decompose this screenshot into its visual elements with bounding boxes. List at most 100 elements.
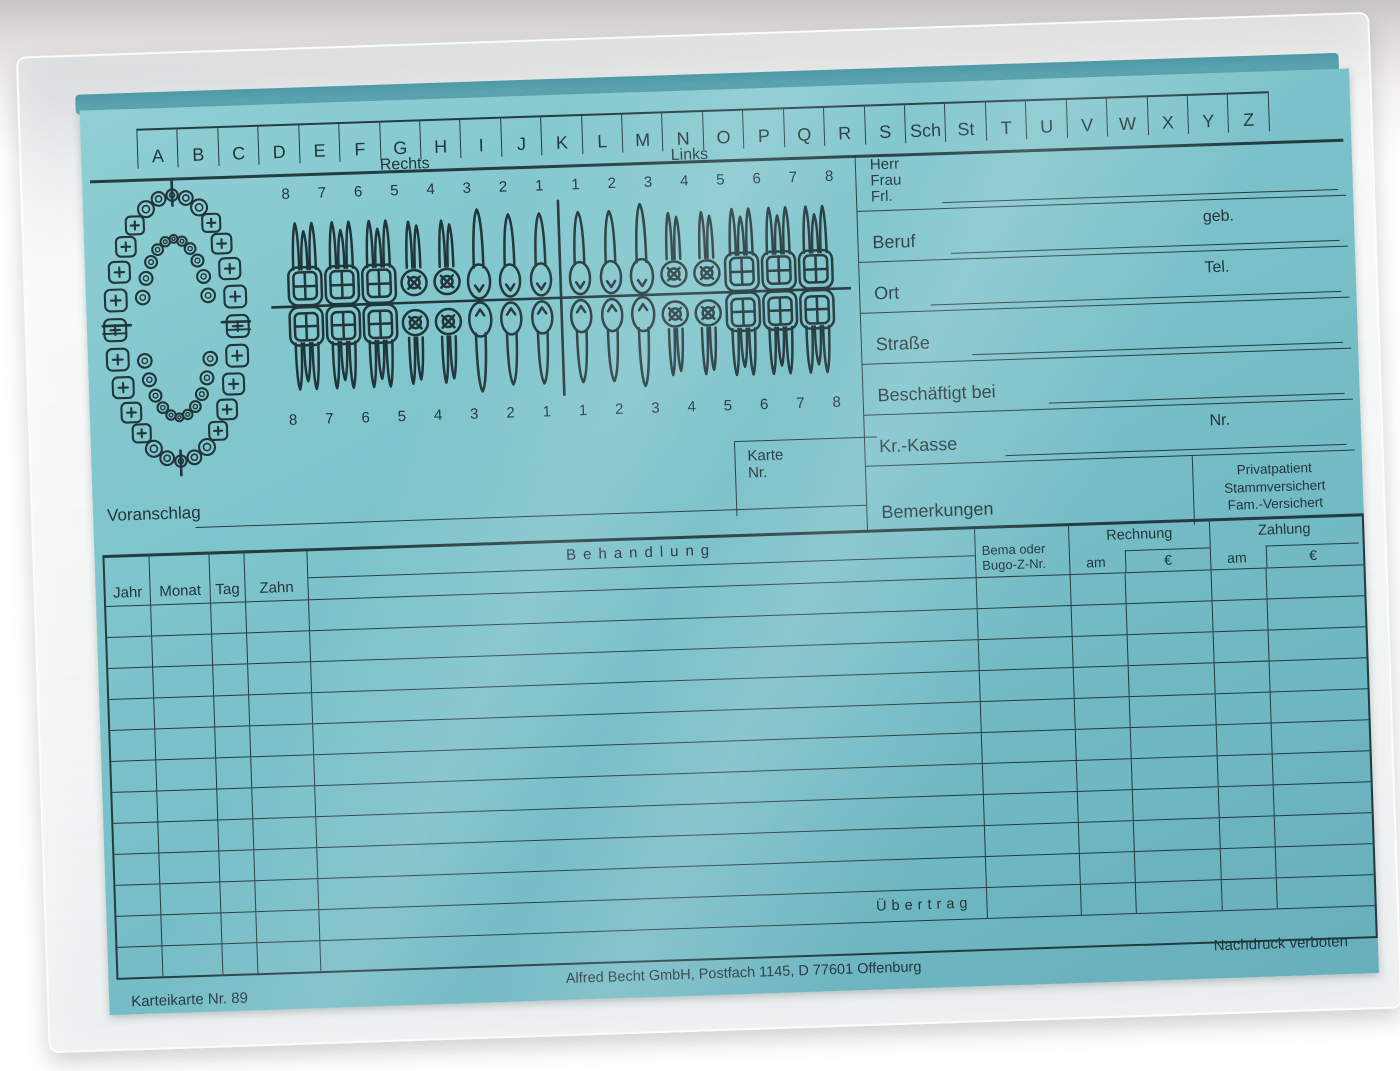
empty-cell [251,786,316,819]
employer-label: Beschäftigt bei [877,381,996,406]
empty-cell [1072,666,1129,698]
empty-cell [1218,816,1275,849]
empty-cell [249,724,314,757]
empty-cell [113,822,158,853]
tooth-number: 4 [433,406,443,425]
side-label-left: Links [670,145,709,165]
empty-cell [161,944,223,977]
tooth-number: 2 [614,400,624,419]
tooth-number: 6 [361,409,371,427]
tooth-number: 4 [679,172,689,190]
empty-cell [983,822,1079,857]
col-header-monat: Monat [148,554,211,605]
alphabet-tab: Y [1186,94,1229,134]
empty-cell [159,882,221,915]
zahlung-label: Zahlung [1257,521,1311,539]
rechnung-euro-label: € [1163,551,1173,568]
empty-cell [212,664,249,696]
tooth-number: 7 [795,394,805,413]
empty-cell [1073,697,1130,729]
tooth-number: 2 [506,404,516,422]
empty-cell [976,606,1072,640]
empty-cell [978,668,1074,702]
empty-cell [1130,756,1218,790]
tooth-number: 3 [469,405,479,423]
empty-cell [221,943,258,975]
dental-record-card: A B C D E F G H I J K L M N O P Q R S Sch St T U V W X Y Z Rechts L… [79,68,1379,1016]
empty-cell [977,637,1073,671]
empty-cell [984,853,1080,888]
tooth-number: 1 [542,403,552,421]
tooth-number: 6 [353,183,363,201]
empty-cell [1266,596,1362,630]
estimate-write-line [195,504,867,529]
tooth-number: 4 [426,180,436,199]
tooth-number: 3 [643,173,653,191]
empty-cell [211,633,248,665]
empty-cell [154,727,216,760]
tooth-number: 6 [752,170,762,188]
tooth-number: 1 [534,177,544,195]
tooth-number: 4 [687,398,697,416]
street-label: Straße [875,332,931,355]
tooth-number: 6 [759,395,769,414]
empty-cell [981,760,1077,795]
tooth-number: 2 [498,178,508,196]
empty-cell [153,696,215,729]
empty-cell [1268,658,1364,692]
tooth-number: 1 [578,401,588,420]
empty-cell [985,884,1081,918]
empty-cell [1210,568,1267,601]
empty-cell [1220,878,1277,911]
salutation-option: Frau [870,171,902,190]
empty-cell [982,791,1078,826]
empty-cell [152,665,214,698]
occupation-label: Beruf [872,230,916,253]
empty-cell [250,755,315,788]
empty-cell [114,853,159,884]
empty-cell [160,913,222,946]
empty-cell [116,915,161,946]
tooth-number: 8 [281,185,291,203]
empty-cell [979,698,1075,733]
tooth-number: 8 [288,411,298,429]
empty-cell [253,848,318,881]
empty-cell [1212,630,1269,663]
empty-cell [216,788,253,820]
alphabet-tab: R [823,106,865,146]
alphabet-tab: Sch [903,103,946,144]
estimate-label: Voranschlag [106,502,201,525]
empty-cell [1215,723,1272,756]
empty-cell [1213,661,1270,694]
remarks-label: Bemerkungen [881,498,994,523]
card-title: Karteikarte Nr. 89 [130,989,249,1011]
patient-info-panel: Herr Frau Frl. Beruf geb. Ort Tel. Straße … [854,138,1357,530]
empty-cell [157,820,219,853]
insurer-number-label: Nr. [1209,411,1231,430]
empty-cell [214,726,251,758]
insurance-option: Fam.-Versichert [1227,494,1324,513]
alphabet-tab: A [136,129,179,169]
tooth-number: 3 [462,179,472,197]
phone-label: Tel. [1204,258,1230,277]
empty-cell [255,910,320,943]
tooth-number: 1 [571,176,580,194]
empty-cell [1078,852,1135,884]
empty-cell [218,850,255,882]
tooth-number: 7 [324,410,334,428]
empty-cell [1265,565,1361,599]
birthdate-label: geb. [1202,207,1235,226]
col-header-tag: Tag [208,553,246,603]
alphabet-tab: S [863,105,906,145]
empty-cell [1127,663,1215,697]
empty-cell [117,946,162,977]
empty-cell [217,819,254,851]
empty-cell [1219,847,1276,880]
empty-cell [210,602,247,634]
empty-cell [1075,759,1132,791]
tooth-number: 7 [317,184,327,202]
empty-cell [150,603,212,636]
alphabet-tab: C [217,126,259,167]
tooth-number: 3 [651,399,660,417]
empty-cell [115,884,160,915]
